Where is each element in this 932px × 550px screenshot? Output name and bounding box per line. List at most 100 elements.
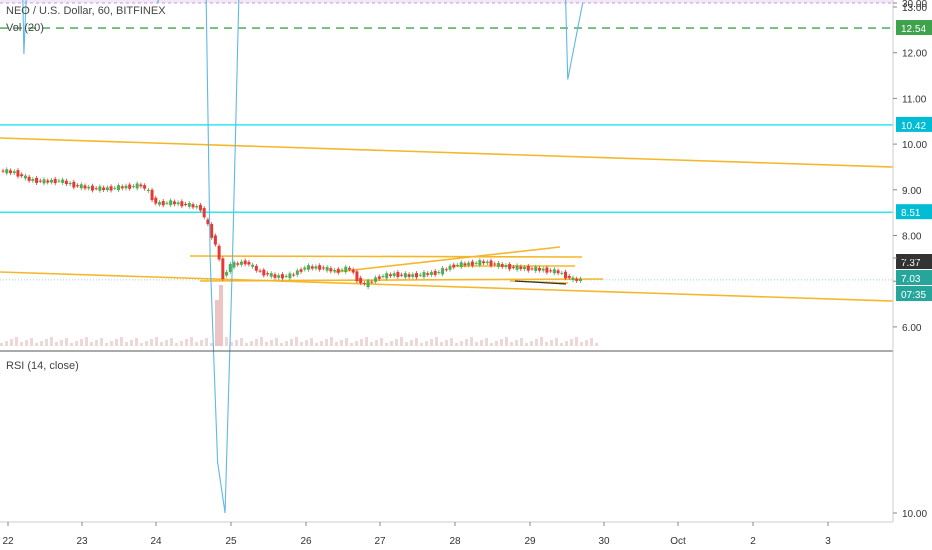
volume-bar bbox=[300, 342, 303, 346]
candle bbox=[496, 262, 500, 267]
candle bbox=[217, 245, 221, 260]
candle bbox=[169, 200, 173, 206]
volume-bar bbox=[30, 338, 33, 346]
volume-bar bbox=[35, 343, 38, 346]
candle bbox=[46, 180, 50, 183]
candle bbox=[191, 204, 195, 208]
trendline-3[interactable] bbox=[189, 255, 583, 258]
volume-bar bbox=[25, 340, 28, 346]
candle bbox=[266, 273, 270, 275]
candle bbox=[325, 267, 329, 271]
candle bbox=[307, 265, 310, 270]
candle bbox=[228, 264, 232, 273]
candle bbox=[113, 187, 117, 189]
candle bbox=[534, 266, 538, 272]
candle bbox=[530, 268, 534, 270]
volume-bar bbox=[140, 343, 143, 346]
candle bbox=[418, 274, 422, 276]
volume-bar bbox=[325, 339, 328, 346]
volume-bar bbox=[535, 339, 538, 346]
volume-bar bbox=[165, 340, 168, 346]
price-tick-label: 8.00 bbox=[902, 232, 922, 243]
candle bbox=[456, 264, 459, 266]
candle bbox=[537, 267, 541, 271]
volume-bar bbox=[110, 341, 113, 346]
volume-bar bbox=[310, 338, 313, 346]
volume-bar bbox=[505, 337, 508, 346]
volume-bar bbox=[120, 337, 123, 346]
rsi-tick-label: 10.00 bbox=[902, 509, 927, 520]
volume-bar bbox=[420, 343, 423, 346]
candle bbox=[239, 261, 243, 265]
candle bbox=[452, 264, 456, 268]
price-tag bbox=[896, 116, 932, 132]
price-tick-label: 13.00 bbox=[902, 3, 927, 14]
candle bbox=[49, 179, 53, 183]
volume-bar bbox=[195, 342, 198, 346]
candle bbox=[172, 201, 176, 205]
time-tick-label: 30 bbox=[598, 536, 610, 547]
candle bbox=[5, 169, 9, 174]
candle bbox=[262, 269, 266, 276]
candle bbox=[27, 176, 31, 181]
candle bbox=[213, 235, 217, 245]
volume-bar bbox=[240, 338, 243, 346]
candle bbox=[269, 273, 273, 277]
volume-bar bbox=[445, 340, 448, 346]
price-pane[interactable] bbox=[0, 27, 894, 346]
volume-bar bbox=[470, 337, 473, 346]
trendline-2[interactable] bbox=[0, 271, 894, 302]
trendline-4[interactable] bbox=[199, 278, 604, 282]
volume-bar bbox=[510, 342, 513, 346]
volume-bar bbox=[405, 342, 408, 346]
volume-bar bbox=[50, 337, 53, 346]
volume-bar bbox=[500, 339, 503, 346]
candle bbox=[523, 267, 527, 270]
candle bbox=[567, 275, 571, 278]
candle bbox=[545, 267, 549, 273]
volume-bar bbox=[410, 340, 413, 346]
volume-bar bbox=[219, 285, 223, 346]
price-tag-label: 07:35 bbox=[901, 290, 926, 301]
candle bbox=[392, 273, 396, 277]
candle bbox=[511, 266, 515, 268]
ma-line bbox=[514, 280, 567, 285]
trendline-5[interactable] bbox=[334, 246, 561, 273]
candle bbox=[79, 184, 83, 189]
candle bbox=[504, 265, 508, 267]
candle bbox=[61, 179, 65, 183]
volume-bar bbox=[390, 341, 393, 346]
volume-bar bbox=[80, 339, 83, 346]
time-tick-label: 24 bbox=[150, 536, 162, 547]
candle bbox=[482, 261, 486, 264]
rsi-pane[interactable] bbox=[0, 0, 893, 514]
candle bbox=[128, 184, 132, 189]
trendline-1[interactable] bbox=[0, 137, 894, 168]
rsi-tick-label: 20.00 bbox=[902, 254, 927, 265]
volume-bar bbox=[205, 338, 208, 346]
volume-bar bbox=[85, 337, 88, 346]
volume-bar bbox=[465, 339, 468, 346]
candle bbox=[198, 204, 202, 211]
candle bbox=[68, 182, 72, 185]
volume-bar bbox=[400, 337, 403, 346]
volume-bar bbox=[385, 343, 388, 346]
volume-bar bbox=[315, 343, 318, 346]
volume-bar bbox=[380, 338, 383, 346]
volume-bar bbox=[145, 341, 148, 346]
candle bbox=[258, 270, 262, 272]
volume-bar bbox=[10, 339, 13, 346]
candle bbox=[202, 208, 206, 218]
candle bbox=[83, 185, 87, 189]
volume-bar bbox=[590, 338, 593, 346]
candle bbox=[467, 262, 471, 266]
candle bbox=[225, 272, 229, 276]
candle bbox=[560, 272, 564, 274]
volume-bar bbox=[540, 337, 543, 346]
price-tick-label: 6.00 bbox=[902, 323, 922, 334]
volume-bar bbox=[75, 341, 78, 346]
candle bbox=[575, 278, 579, 281]
price-tag-label: 12.54 bbox=[901, 24, 926, 35]
